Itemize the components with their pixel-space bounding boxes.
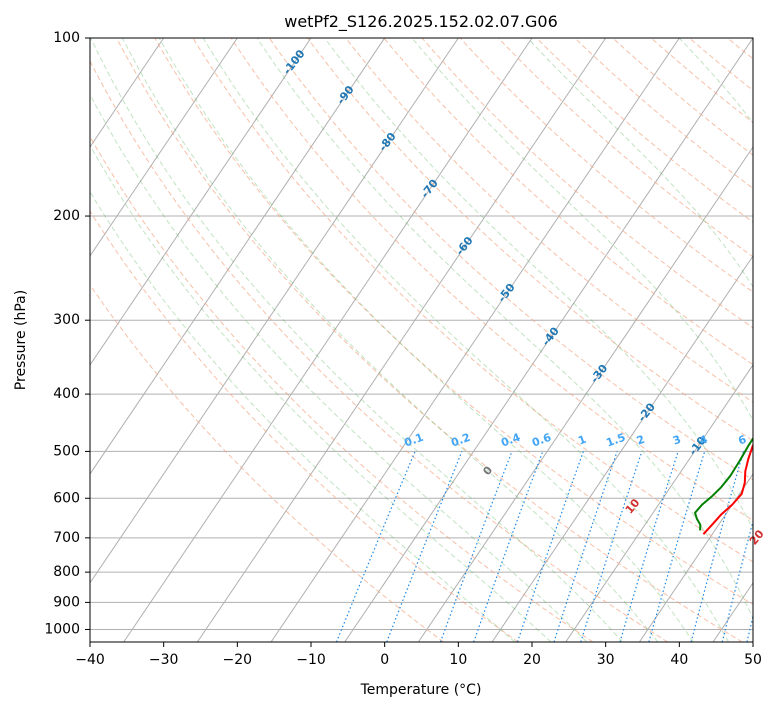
moist-adiabat-line — [256, 38, 753, 620]
x-tick-label: 30 — [597, 652, 615, 668]
dewpoint-profile-line — [694, 436, 753, 531]
isotherm-gridline — [90, 38, 238, 257]
isotherm-gridline — [270, 38, 680, 642]
plot-area — [90, 38, 753, 642]
moist-adiabat-line — [324, 38, 753, 531]
mixing-ratio-line — [648, 451, 706, 642]
y-axis-label: Pressure (hPa) — [13, 290, 29, 390]
moist-adiabat-line — [121, 38, 659, 642]
plot-frame — [89, 37, 754, 643]
dry-adiabat-line — [154, 38, 753, 606]
y-tick-label: 500 — [53, 443, 80, 459]
mixing-ratio-label: 1 — [576, 433, 588, 448]
dry-adiabat-line — [90, 60, 668, 642]
x-tick-label: −40 — [75, 652, 105, 668]
moist-adiabat-line — [202, 38, 730, 642]
y-tick-label: 1000 — [44, 621, 80, 637]
isotherm-gridline — [638, 473, 753, 642]
isotherm-gridline — [90, 38, 386, 475]
mixing-ratio-label: 1.5 — [605, 431, 628, 450]
mixing-ratio-line — [619, 451, 679, 642]
x-tick-label: 40 — [670, 652, 688, 668]
mixing-ratio-line — [439, 451, 513, 642]
mixing-ratio-label: 0.6 — [530, 431, 553, 450]
x-tick-label: 20 — [523, 652, 541, 668]
isotherm-gridline — [565, 364, 753, 642]
dry-adiabat-line — [268, 38, 753, 481]
y-tick-label: 900 — [53, 594, 80, 610]
y-tick-label: 100 — [53, 30, 80, 46]
isotherm-gridline — [491, 255, 753, 642]
moist-adiabat-line — [90, 144, 552, 642]
moist-adiabat-line — [411, 38, 753, 422]
y-tick-label: 400 — [53, 386, 80, 402]
x-tick-label: 0 — [380, 652, 389, 668]
x-tick-label: 50 — [744, 652, 762, 668]
mixing-ratio-line — [721, 519, 753, 642]
moist-adiabat-line — [90, 190, 516, 642]
isotherm-gridline — [90, 38, 312, 366]
mixing-ratio-line — [690, 451, 745, 642]
moist-adiabat-line — [158, 38, 694, 642]
isotherm-gridline — [417, 146, 753, 642]
mixing-ratio-line — [580, 451, 643, 642]
dry-adiabat-line — [90, 283, 444, 642]
chart-title: wetPf2_S126.2025.152.02.07.G06 — [284, 12, 558, 32]
dry-adiabat-line — [421, 38, 753, 329]
moist-adiabat-line — [90, 38, 623, 642]
isotherm-gridline — [196, 38, 607, 642]
dry-adiabat-line — [90, 135, 594, 642]
mixing-ratio-label: 4 — [698, 433, 710, 448]
y-tick-label: 600 — [53, 490, 80, 506]
x-tick-label: −30 — [149, 652, 179, 668]
dry-adiabat-line — [459, 38, 753, 293]
mixing-ratio-label: 2 — [635, 433, 647, 448]
mixing-ratio-label: 6 — [737, 433, 749, 448]
dry-adiabat-line — [345, 38, 753, 403]
mixing-ratio-label: 0.4 — [499, 431, 522, 450]
y-tick-label: 300 — [53, 312, 80, 328]
dry-adiabat-line — [612, 38, 753, 156]
dry-adiabat-line — [536, 38, 753, 223]
dry-adiabat-line — [116, 38, 743, 642]
temperature-profile-line — [702, 443, 753, 535]
y-tick-label: 700 — [53, 530, 80, 546]
x-tick-label: 10 — [449, 652, 467, 668]
dry-adiabat-line — [383, 38, 753, 366]
dry-adiabat-line — [307, 38, 753, 442]
moist-adiabat-line — [90, 93, 588, 642]
isotherm-gridline — [123, 38, 533, 642]
isotherm-gridline — [344, 38, 753, 642]
isotherm-gridline — [90, 38, 165, 148]
dry-adiabat-line — [230, 38, 753, 522]
dry-adiabat-line — [90, 210, 519, 642]
x-tick-label: −20 — [223, 652, 253, 668]
x-tick-label: −10 — [296, 652, 326, 668]
mixing-ratio-line — [553, 451, 618, 642]
x-axis-label: Temperature (°C) — [360, 682, 482, 698]
mixing-ratio-line — [516, 451, 584, 642]
dry-adiabat-line — [192, 38, 753, 563]
y-tick-label: 200 — [53, 208, 80, 224]
mixing-ratio-label: 3 — [671, 433, 683, 448]
mixing-ratio-label: 0.1 — [402, 431, 425, 450]
y-tick-label: 800 — [53, 564, 80, 580]
mixing-ratio-line — [473, 451, 544, 642]
axes: −40 −30 −20 −10 0 10 20 30 40 5010020030040050060… — [44, 30, 762, 668]
mixing-ratio-label: 0.2 — [449, 431, 472, 450]
